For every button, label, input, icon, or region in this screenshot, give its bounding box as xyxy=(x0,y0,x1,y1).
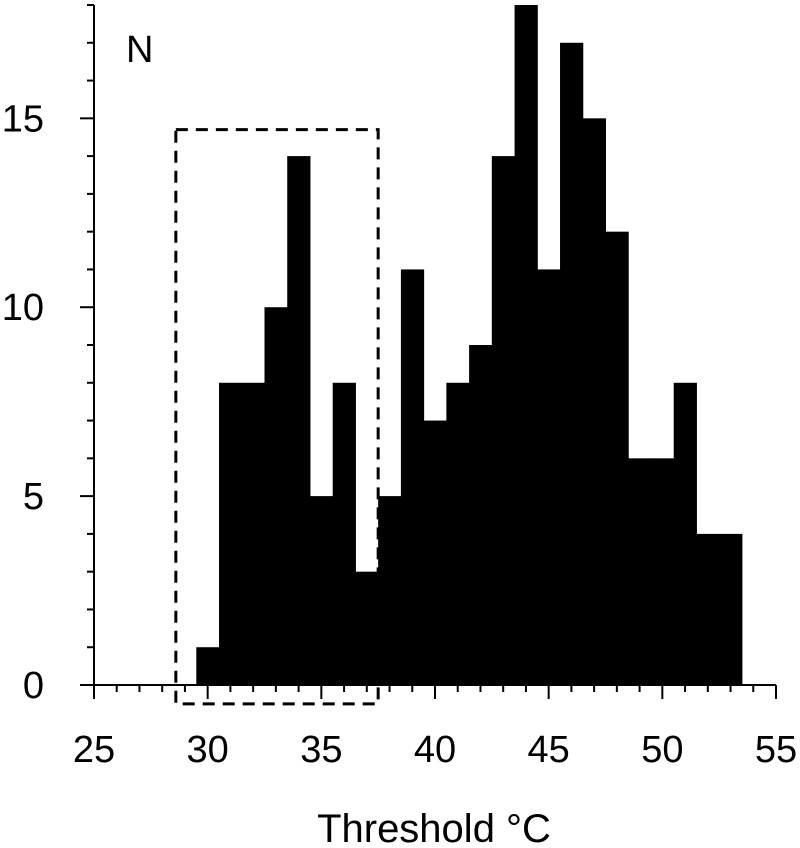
x-tick-label: 40 xyxy=(414,729,456,771)
histogram-bar xyxy=(628,458,652,685)
y-tick-label: 15 xyxy=(2,98,44,140)
histogram-bar xyxy=(287,156,311,686)
bars-group xyxy=(196,5,743,686)
histogram-bar xyxy=(219,382,243,685)
y-tick-label: 10 xyxy=(2,287,44,329)
histogram-bar xyxy=(378,496,402,685)
y-tick-label: 0 xyxy=(23,665,44,707)
histogram-bar xyxy=(514,5,538,685)
histogram-bar xyxy=(355,571,379,685)
histogram-bar xyxy=(719,533,743,685)
x-axis-title: Threshold °C xyxy=(317,807,551,848)
histogram-bar xyxy=(560,42,584,686)
x-tick-label: 35 xyxy=(300,729,342,771)
y-axis-title: N xyxy=(126,29,153,71)
histogram-bar xyxy=(696,533,720,685)
y-ticks-group: 0 5 10 15 xyxy=(2,4,94,707)
histogram-bar xyxy=(491,156,516,686)
histogram-bar xyxy=(332,382,356,685)
x-tick-label: 55 xyxy=(755,729,797,771)
histogram-bar xyxy=(446,382,470,685)
histogram-bar xyxy=(650,458,675,685)
x-ticks-group: 25 30 35 40 45 50 55 xyxy=(73,685,797,771)
y-tick-label: 5 xyxy=(23,476,44,518)
highlight-region xyxy=(174,128,380,706)
histogram-bar xyxy=(423,420,447,685)
histogram-bar xyxy=(469,345,493,685)
histogram-bar xyxy=(196,647,220,685)
histogram-bar xyxy=(582,118,606,686)
histogram-bar xyxy=(400,269,425,685)
x-tick-label: 45 xyxy=(528,729,570,771)
x-tick-label: 50 xyxy=(641,729,683,771)
histogram-bar xyxy=(241,382,265,685)
x-tick-label: 30 xyxy=(187,729,229,771)
histogram-bar xyxy=(264,307,288,685)
histogram-bar xyxy=(605,231,629,685)
histogram-bar xyxy=(309,496,334,685)
histogram-bar xyxy=(673,382,697,685)
histogram-bar xyxy=(537,269,561,685)
x-tick-label: 25 xyxy=(73,729,115,771)
